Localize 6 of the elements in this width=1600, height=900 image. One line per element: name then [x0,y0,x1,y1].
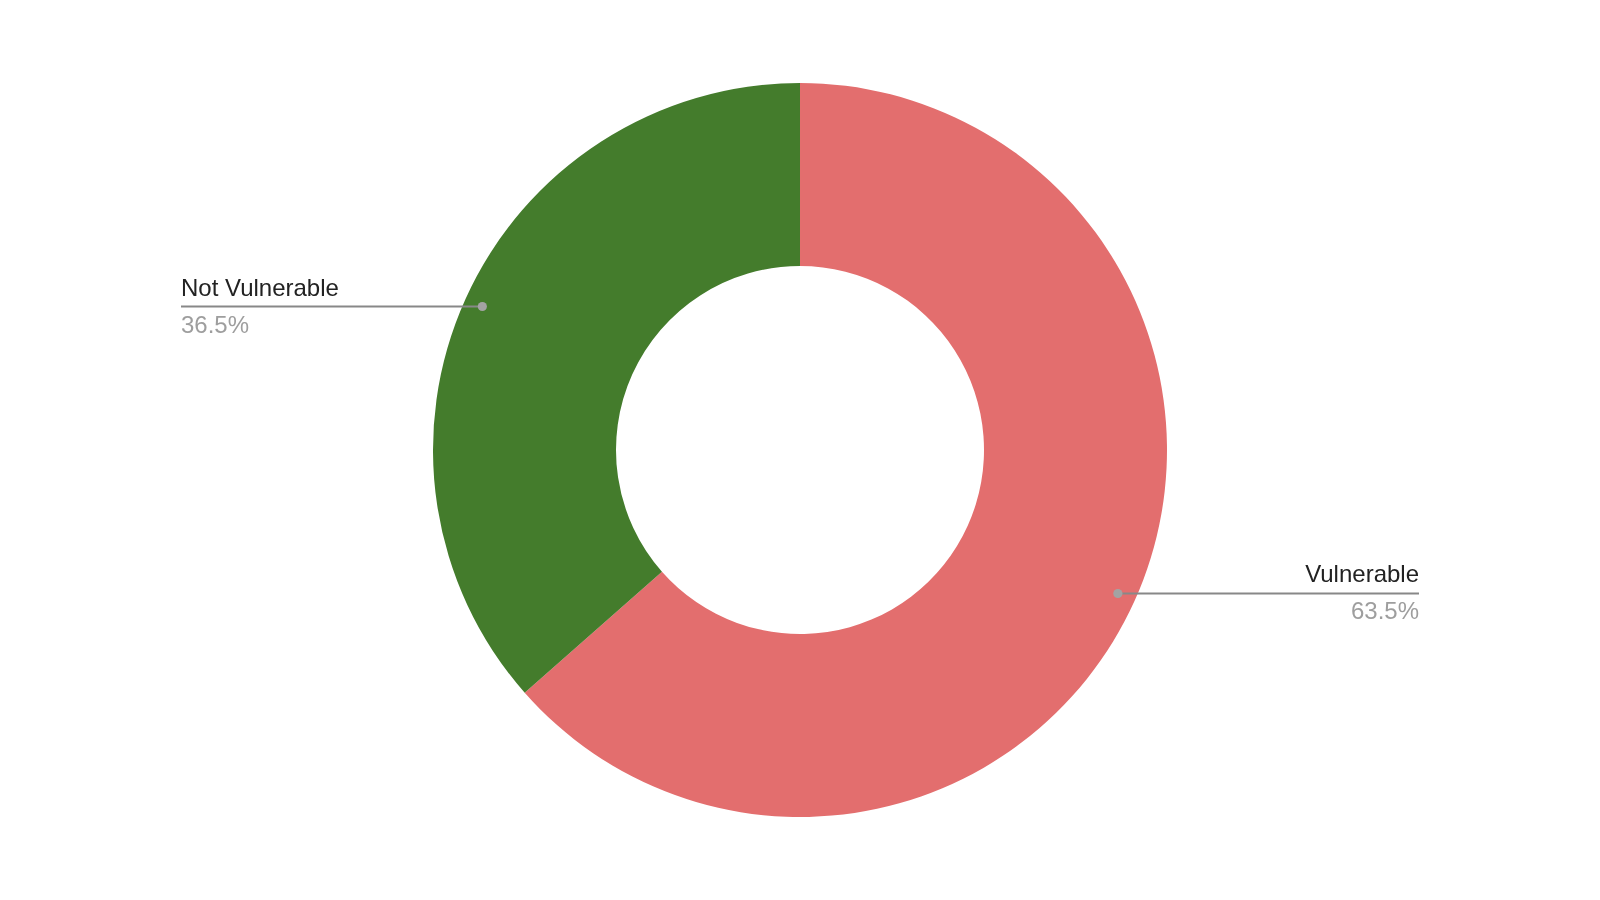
data-label: 63.5% [1350,597,1419,625]
slice-label: Not Vulnerable [181,273,339,301]
data-label: 36.5% [181,310,250,338]
donut-slice [433,83,800,693]
donut-slice [524,83,1167,817]
slice-label: Vulnerable [1305,560,1419,588]
